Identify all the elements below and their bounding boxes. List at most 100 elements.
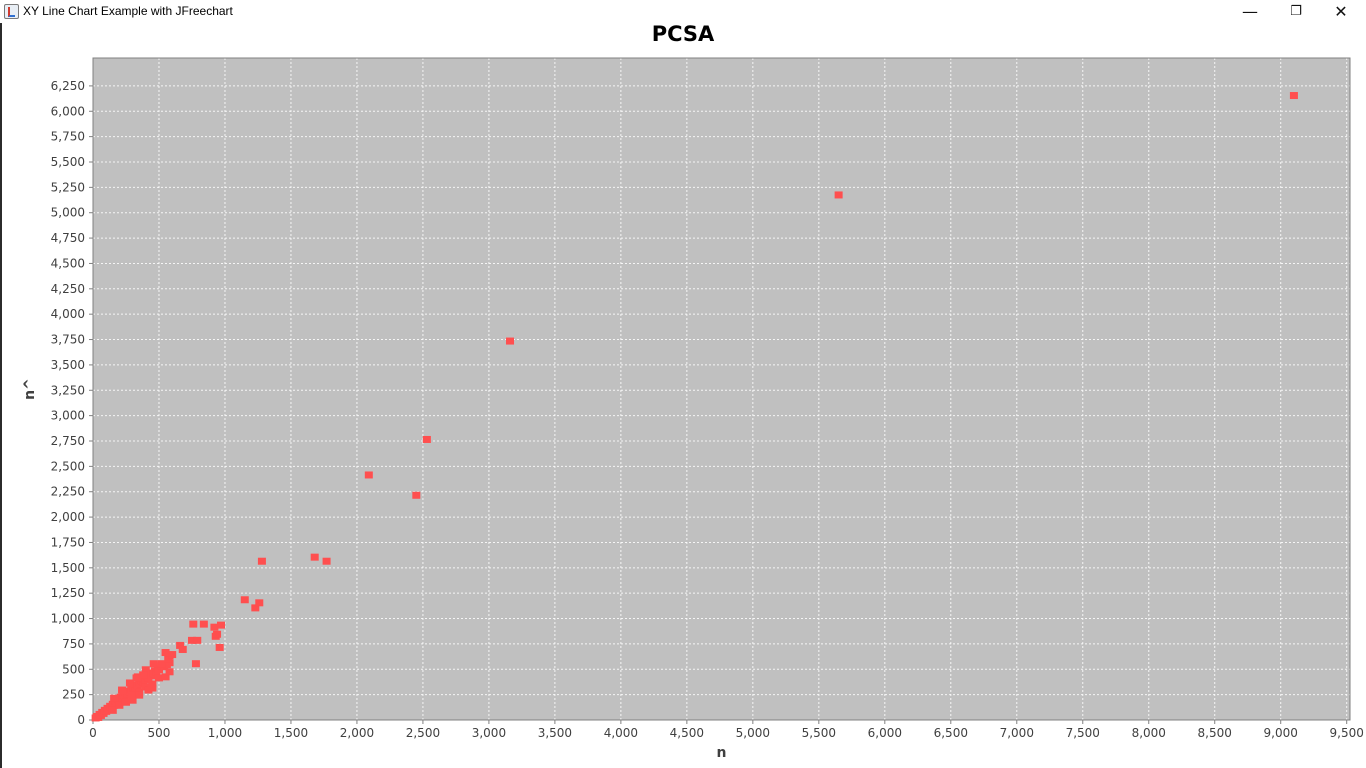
y-tick-label: 4,750 xyxy=(51,231,85,245)
x-axis-ticks: 0 500 1,000 1,500 2,000 2,500 3,000 3,500 4,000 4… xyxy=(89,720,1364,740)
data-point xyxy=(161,649,170,657)
x-tick-label: 4,000 xyxy=(604,726,638,740)
data-point xyxy=(412,491,421,499)
data-point xyxy=(322,557,331,565)
data-point xyxy=(110,694,119,702)
x-tick-label: 1,000 xyxy=(208,726,242,740)
data-point xyxy=(310,553,319,561)
data-point xyxy=(165,659,174,667)
data-point xyxy=(139,671,148,679)
java-app-icon xyxy=(4,4,19,19)
y-tick-label: 4,250 xyxy=(51,282,85,296)
data-points xyxy=(91,92,1298,722)
data-point xyxy=(157,660,166,668)
x-tick-label: 2,500 xyxy=(406,726,440,740)
x-tick-label: 4,500 xyxy=(670,726,704,740)
data-point xyxy=(240,596,249,604)
x-tick-label: 500 xyxy=(148,726,171,740)
data-point xyxy=(251,604,260,612)
data-point xyxy=(154,674,163,682)
x-tick-label: 1,500 xyxy=(274,726,308,740)
data-point xyxy=(161,673,170,681)
data-point xyxy=(1289,92,1298,100)
x-tick-label: 3,500 xyxy=(538,726,572,740)
window-title: XY Line Chart Example with JFreechart xyxy=(23,4,233,18)
y-tick-label: 3,250 xyxy=(51,383,85,397)
minimize-button[interactable]: — xyxy=(1242,2,1258,21)
x-tick-label: 7,500 xyxy=(1066,726,1100,740)
data-point xyxy=(215,643,224,651)
y-tick-label: 4,500 xyxy=(51,256,85,270)
data-point xyxy=(257,557,266,565)
y-tick-label: 250 xyxy=(62,688,85,702)
data-point xyxy=(128,691,137,699)
y-axis-ticks: 0 250 500 750 1,000 1,250 1,500 1,750 2,000 2,250… xyxy=(51,79,93,727)
data-point xyxy=(199,620,208,628)
y-tick-label: 2,250 xyxy=(51,485,85,499)
data-point xyxy=(213,630,222,638)
axes xyxy=(92,57,1351,721)
window-left-border xyxy=(0,23,2,768)
grid-lines xyxy=(92,58,1350,721)
data-point xyxy=(217,621,226,629)
chart-title: PCSA xyxy=(651,22,715,46)
y-tick-label: 500 xyxy=(62,662,85,676)
data-point xyxy=(148,680,157,688)
data-point xyxy=(422,435,431,443)
x-tick-label: 9,500 xyxy=(1330,726,1364,740)
x-tick-label: 8,500 xyxy=(1198,726,1232,740)
y-tick-label: 6,000 xyxy=(51,104,85,118)
restore-button[interactable]: ❐ xyxy=(1290,4,1302,19)
x-tick-label: 3,000 xyxy=(472,726,506,740)
x-tick-label: 0 xyxy=(89,726,97,740)
data-point xyxy=(189,620,198,628)
data-point xyxy=(108,706,117,714)
data-point xyxy=(193,636,202,644)
plot-border xyxy=(92,57,1351,721)
plot-background xyxy=(93,58,1350,720)
y-tick-label: 5,500 xyxy=(51,155,85,169)
window-titlebar: XY Line Chart Example with JFreechart — … xyxy=(0,0,1366,23)
x-tick-label: 9,000 xyxy=(1264,726,1298,740)
data-point xyxy=(132,674,141,682)
data-point xyxy=(364,471,373,479)
data-point xyxy=(210,623,219,631)
x-tick-label: 5,500 xyxy=(802,726,836,740)
y-tick-label: 2,000 xyxy=(51,510,85,524)
y-tick-label: 1,000 xyxy=(51,612,85,626)
data-point xyxy=(834,191,843,199)
y-tick-label: 2,500 xyxy=(51,459,85,473)
y-tick-label: 1,750 xyxy=(51,535,85,549)
data-point xyxy=(187,636,196,644)
data-point xyxy=(191,660,200,668)
y-tick-label: 4,000 xyxy=(51,307,85,321)
close-button[interactable]: ✕ xyxy=(1334,2,1348,21)
y-tick-label: 3,750 xyxy=(51,333,85,347)
y-tick-label: 5,250 xyxy=(51,180,85,194)
x-axis-label: n xyxy=(717,745,727,761)
data-point xyxy=(128,696,137,704)
y-tick-label: 6,250 xyxy=(51,79,85,93)
x-tick-label: 2,000 xyxy=(340,726,374,740)
data-point xyxy=(141,666,150,674)
data-point xyxy=(176,641,185,649)
y-tick-label: 750 xyxy=(62,637,85,651)
x-tick-label: 6,000 xyxy=(868,726,902,740)
y-tick-label: 5,000 xyxy=(51,206,85,220)
data-point xyxy=(154,666,163,674)
data-point xyxy=(148,684,157,692)
data-point xyxy=(165,668,174,676)
data-point xyxy=(149,660,158,668)
x-tick-label: 5,000 xyxy=(736,726,770,740)
data-point xyxy=(115,701,124,709)
y-tick-label: 3,000 xyxy=(51,409,85,423)
x-tick-label: 8,000 xyxy=(1132,726,1166,740)
y-axis-label: n^ xyxy=(22,378,38,400)
y-tick-label: 1,500 xyxy=(51,561,85,575)
data-point xyxy=(178,645,187,653)
data-point xyxy=(255,599,264,607)
x-tick-label: 6,500 xyxy=(934,726,968,740)
x-tick-label: 7,000 xyxy=(1000,726,1034,740)
data-point xyxy=(118,686,127,694)
